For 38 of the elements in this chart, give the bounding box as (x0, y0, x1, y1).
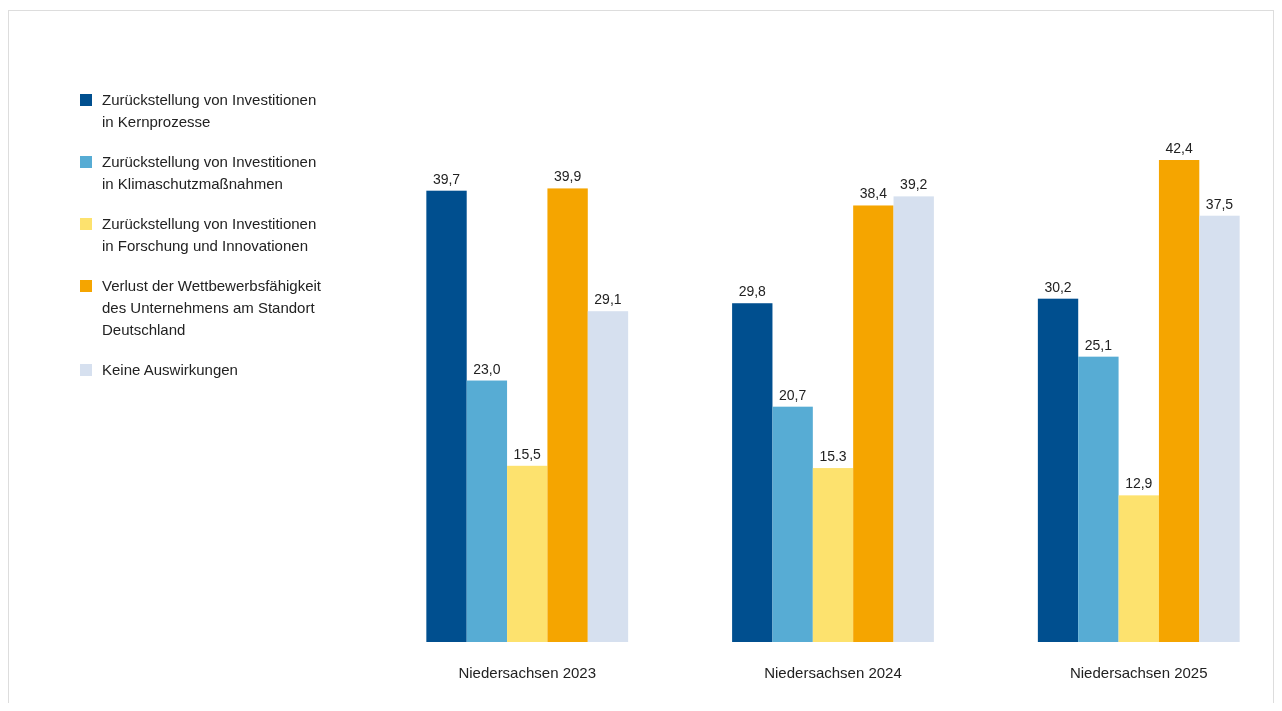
data-label: 30,2 (1044, 278, 1072, 295)
data-label: 38,4 (859, 185, 888, 202)
data-label: 23,0 (473, 360, 501, 377)
bar (507, 465, 548, 642)
data-label: 15.3 (819, 448, 847, 465)
bar (853, 205, 894, 642)
data-label: 20,7 (779, 386, 807, 403)
legend-label: Zurückstellung von Investitionen in Klimaschutzmaßnahmen (102, 153, 317, 192)
bar (587, 311, 629, 642)
legend-label: Zurückstellung von Investitionen in Kernprozesse (102, 91, 317, 130)
data-label: 29,1 (594, 291, 622, 308)
data-label: 39,9 (553, 168, 582, 185)
bar (547, 188, 588, 642)
data-label: 39,7 (432, 170, 461, 187)
data-label: 15,5 (513, 445, 542, 462)
legend-label: Verlust der Wettbewerbsfähigkeit des Unternehmens am Standort Deutschland (102, 277, 322, 338)
bar (426, 190, 467, 642)
legend-label: Zurückstellung von Investitionen in Forschung und Innovationen (102, 215, 317, 254)
bar (1037, 298, 1079, 642)
x-tick-label: Niedersachsen 2023 (458, 664, 597, 681)
bar (893, 196, 934, 642)
data-label: 37,5 (1205, 195, 1234, 212)
bar (812, 468, 854, 642)
legend-label: Keine Auswirkungen (102, 361, 238, 378)
bar (1158, 160, 1200, 642)
bar (1118, 495, 1159, 642)
bar (466, 380, 508, 642)
x-tick-label: Niedersachsen 2025 (1069, 664, 1208, 681)
data-label: 39,2 (900, 176, 928, 193)
data-label: 42,4 (1165, 140, 1193, 156)
bar (772, 406, 813, 642)
bar (1199, 215, 1240, 642)
data-label: 12,9 (1125, 475, 1153, 492)
bar (1078, 356, 1119, 642)
data-label: 25,1 (1084, 336, 1113, 353)
bar (732, 303, 773, 642)
data-label: 29,8 (738, 283, 767, 300)
x-tick-label: Niedersachsen 2024 (764, 664, 902, 681)
